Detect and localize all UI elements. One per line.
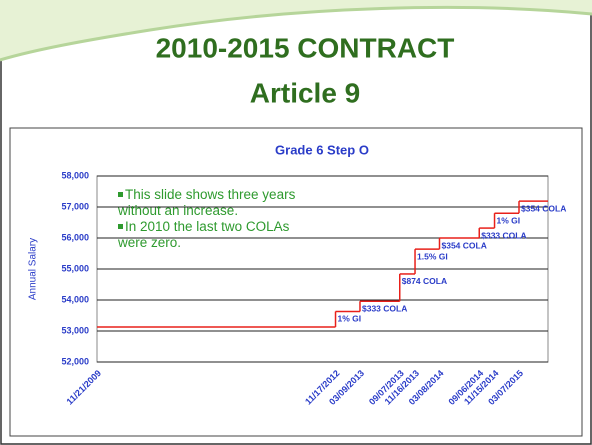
chart-title: Grade 6 Step O: [275, 142, 369, 157]
swoosh-edge: [0, 5, 592, 62]
bullet: In 2010 the last two COLAs were zero.: [118, 219, 303, 251]
y-tick-label: 54,000: [61, 294, 89, 304]
y-tick-label: 58,000: [61, 170, 89, 180]
bullet-list: This slide shows three years without an …: [118, 187, 303, 251]
annotation: $874 COLA: [402, 276, 447, 286]
y-tick-label: 52,000: [61, 356, 89, 366]
swoosh: [0, 0, 592, 60]
annotation: $354 COLA: [441, 240, 486, 250]
bullet-text: This slide shows three years without an …: [118, 187, 296, 218]
annotation: 1.5% GI: [417, 251, 448, 261]
y-tick-label: 56,000: [61, 232, 89, 242]
annotation: 1% GI: [338, 314, 362, 324]
slide-subtitle: Article 9: [250, 77, 361, 108]
annotation: $333 COLA: [362, 303, 407, 313]
chart-frame: [9, 127, 583, 437]
annotation: $354 COLA: [521, 203, 566, 213]
y-tick-label: 57,000: [61, 201, 89, 211]
slide-title: 2010-2015 CONTRACT: [156, 32, 455, 63]
bullet-text: In 2010 the last two COLAs were zero.: [118, 219, 290, 250]
y-tick-label: 53,000: [61, 325, 89, 335]
annotation: $333 COLA: [481, 230, 526, 240]
y-axis-label: Annual Salary: [28, 238, 39, 300]
y-tick-label: 55,000: [61, 263, 89, 273]
annotation: 1% GI: [497, 215, 521, 225]
bullet: This slide shows three years without an …: [118, 187, 303, 219]
